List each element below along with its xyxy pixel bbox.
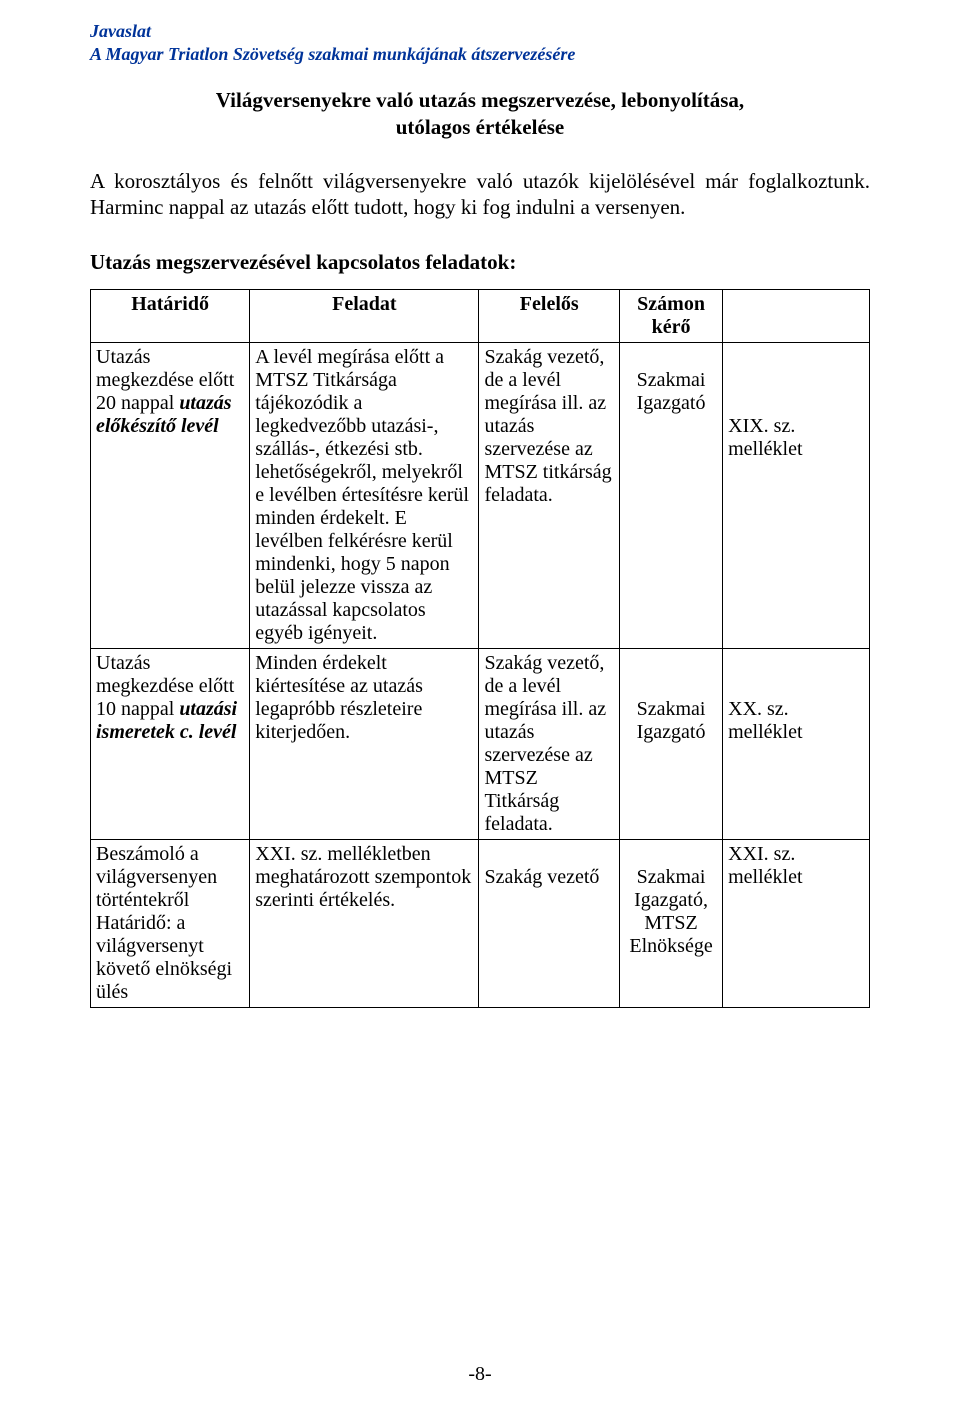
main-title: Világversenyekre való utazás megszervezé… — [168, 87, 792, 142]
cell-hatarido: Beszámoló a világversenyen történtekről … — [91, 840, 250, 1008]
page-number: -8- — [0, 1363, 960, 1386]
cell-felelos: Szakág vezető — [479, 840, 620, 1008]
cell-felelos: Szakág vezető, de a levél megírása ill. … — [479, 649, 620, 840]
table-row: Utazás megkezdése előtt 20 nappal utazás… — [91, 343, 870, 649]
table-row: Beszámoló a világversenyen történtekről … — [91, 840, 870, 1008]
cell-hatarido: Utazás megkezdése előtt 20 nappal utazás… — [91, 343, 250, 649]
cell-melleklet: XX. sz. melléklet — [723, 649, 870, 840]
table-header-row: Határidő Feladat Felelős Számon kérő — [91, 290, 870, 343]
cell-feladat: XXI. sz. mellékletben meghatározott szem… — [250, 840, 479, 1008]
header-line1: Javaslat — [90, 20, 870, 43]
cell-hatarido: Utazás megkezdése előtt 10 nappal utazás… — [91, 649, 250, 840]
tasks-table: Határidő Feladat Felelős Számon kérő Uta… — [90, 289, 870, 1008]
title-line1: Világversenyekre való utazás megszervezé… — [216, 88, 744, 112]
tasks-heading: Utazás megszervezésével kapcsolatos fela… — [90, 250, 870, 275]
header-line2: A Magyar Triatlon Szövetség szakmai munk… — [90, 43, 870, 66]
cell-feladat: A levél megírása előtt a MTSZ Titkársága… — [250, 343, 479, 649]
col-header-hatarido: Határidő — [91, 290, 250, 343]
cell-szamon: Szakmai Igazgató — [620, 649, 723, 840]
title-line2: utólagos értékelése — [396, 115, 565, 139]
table-row: Utazás megkezdése előtt 10 nappal utazás… — [91, 649, 870, 840]
col-header-felelos: Felelős — [479, 290, 620, 343]
col-header-szamon: Számon kérő — [620, 290, 723, 343]
col-header-feladat: Feladat — [250, 290, 479, 343]
cell-feladat: Minden érdekelt kiértesítése az utazás l… — [250, 649, 479, 840]
cell-melleklet: XIX. sz. melléklet — [723, 343, 870, 649]
cell-melleklet: XXI. sz. melléklet — [723, 840, 870, 1008]
hatarido-plain: Beszámoló a világversenyen történtekről … — [96, 843, 232, 1003]
cell-szamon: Szakmai Igazgató — [620, 343, 723, 649]
cell-felelos: Szakág vezető, de a levél megírása ill. … — [479, 343, 620, 649]
intro-paragraph: A korosztályos és felnőtt világversenyek… — [90, 168, 870, 221]
document-header: Javaslat A Magyar Triatlon Szövetség sza… — [90, 20, 870, 65]
cell-szamon: Szakmai Igazgató, MTSZ Elnöksége — [620, 840, 723, 1008]
col-header-mell — [723, 290, 870, 343]
